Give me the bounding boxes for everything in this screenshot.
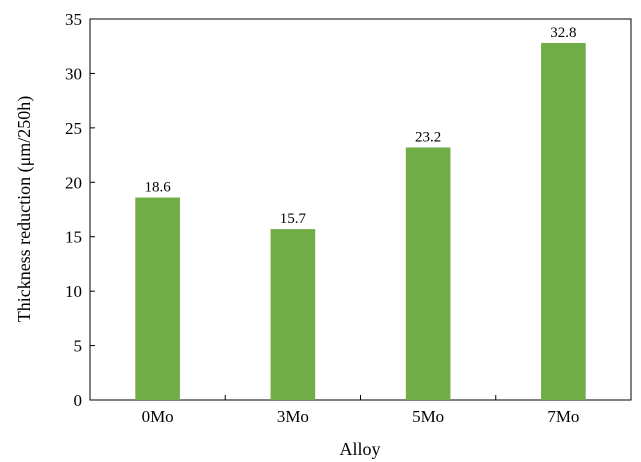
y-tick-label: 5 <box>74 337 83 356</box>
x-axis: 0Mo 3Mo 5Mo 7Mo <box>142 395 579 426</box>
x-axis-title: Alloy <box>339 439 380 459</box>
bar-7Mo <box>541 42 586 400</box>
y-tick-label: 20 <box>65 173 82 192</box>
x-tick-label: 5Mo <box>412 407 444 426</box>
bar-3Mo <box>270 229 316 400</box>
bar-series <box>135 42 586 400</box>
x-tick-label: 0Mo <box>142 407 174 426</box>
y-tick-label: 25 <box>65 119 82 138</box>
y-tick-label: 15 <box>65 228 82 247</box>
data-label: 32.8 <box>550 25 576 41</box>
bar-5Mo <box>405 147 451 400</box>
y-tick-label: 10 <box>65 282 82 301</box>
y-tick-label: 0 <box>74 391 83 410</box>
y-axis-title: Thickness reduction (μm/250h) <box>14 96 35 323</box>
y-tick-label: 30 <box>65 64 82 83</box>
data-label: 23.2 <box>415 129 441 145</box>
data-label: 18.6 <box>145 180 172 196</box>
bar-0Mo <box>135 197 180 400</box>
y-tick-label: 35 <box>65 10 82 29</box>
data-labels: 18.6 15.7 23.2 32.8 <box>145 25 577 227</box>
y-axis: 0 5 10 15 20 25 30 35 <box>65 10 95 410</box>
x-tick-label: 3Mo <box>277 407 309 426</box>
x-tick-label: 7Mo <box>547 407 579 426</box>
data-label: 15.7 <box>280 211 307 227</box>
